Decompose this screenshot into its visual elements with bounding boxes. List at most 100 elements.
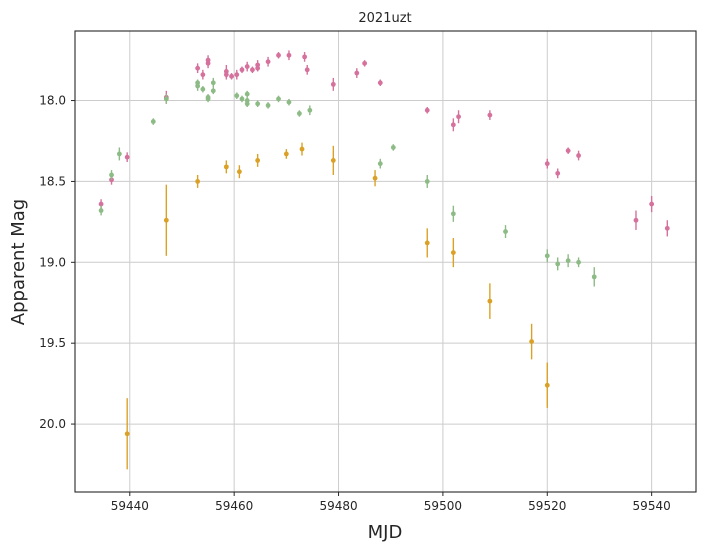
data-point xyxy=(377,80,383,86)
data-point xyxy=(330,81,336,87)
plot-frame xyxy=(74,30,697,493)
x-tick-label: 59520 xyxy=(528,499,566,513)
series-1 xyxy=(98,77,597,287)
data-point xyxy=(576,259,581,265)
data-point xyxy=(109,172,114,178)
data-point xyxy=(424,240,430,246)
data-point xyxy=(555,261,561,267)
y-tick-label: 19.5 xyxy=(39,336,66,350)
data-point xyxy=(244,91,250,97)
data-point xyxy=(591,274,597,280)
data-point xyxy=(150,119,156,124)
data-point xyxy=(229,73,234,79)
data-point xyxy=(330,158,336,163)
data-point xyxy=(649,201,655,207)
data-point xyxy=(239,67,245,73)
data-point xyxy=(487,112,493,118)
data-point xyxy=(250,67,255,73)
data-point xyxy=(286,99,292,105)
x-axis-title: MJD xyxy=(368,522,403,543)
data-point xyxy=(163,96,169,102)
data-point xyxy=(234,93,240,99)
data-point xyxy=(450,122,456,128)
data-point xyxy=(362,60,368,66)
y-tick-label: 18.5 xyxy=(39,174,66,188)
data-point xyxy=(195,65,201,71)
data-point xyxy=(116,151,122,157)
data-points xyxy=(98,50,670,470)
data-point xyxy=(555,170,561,176)
y-tick-label: 19.0 xyxy=(39,255,66,269)
data-point xyxy=(195,80,201,86)
data-point xyxy=(544,161,550,167)
data-point xyxy=(390,145,396,150)
data-point xyxy=(255,101,261,107)
data-point xyxy=(302,54,308,60)
data-point xyxy=(544,253,550,259)
x-axis-ticks: 59440 59460 59480 59500 59520 59540 xyxy=(111,492,671,513)
x-tick-label: 59540 xyxy=(633,499,671,513)
y-axis-title: Apparent Mag xyxy=(8,199,29,325)
data-point xyxy=(195,179,201,184)
data-point xyxy=(200,72,206,78)
data-point xyxy=(664,225,670,231)
data-point xyxy=(456,114,461,120)
data-point xyxy=(286,52,292,58)
data-point xyxy=(424,107,430,113)
data-point xyxy=(487,298,493,304)
data-point xyxy=(307,107,313,113)
x-tick-label: 59460 xyxy=(215,499,253,513)
data-point xyxy=(239,96,245,102)
data-point xyxy=(283,151,289,157)
data-point xyxy=(124,154,130,160)
data-point xyxy=(163,217,169,223)
data-point xyxy=(276,96,281,102)
data-point xyxy=(234,72,240,78)
data-point xyxy=(276,52,281,58)
data-point xyxy=(372,175,378,181)
data-point xyxy=(576,153,581,158)
data-point xyxy=(98,208,104,213)
data-point xyxy=(265,103,271,108)
x-tick-label: 59480 xyxy=(319,499,357,513)
data-point xyxy=(503,229,508,234)
data-point xyxy=(377,161,383,167)
x-tick-label: 59500 xyxy=(424,499,462,513)
data-point xyxy=(244,101,250,107)
data-point xyxy=(205,96,211,102)
data-point xyxy=(223,72,229,78)
data-point xyxy=(450,211,456,217)
data-point xyxy=(255,65,261,71)
data-point xyxy=(565,258,571,264)
data-point xyxy=(109,177,114,183)
data-point xyxy=(210,88,216,94)
data-point xyxy=(98,201,104,207)
data-point xyxy=(255,158,261,163)
data-point xyxy=(296,111,302,116)
y-tick-label: 18.0 xyxy=(39,94,66,108)
data-point xyxy=(205,57,211,63)
data-point xyxy=(529,339,535,344)
data-point xyxy=(354,70,360,76)
data-point xyxy=(450,250,456,256)
data-point xyxy=(565,148,571,154)
data-point xyxy=(244,64,250,69)
data-point xyxy=(124,431,130,437)
y-axis-ticks: 18.0 18.5 19.0 19.5 20.0 xyxy=(39,94,75,431)
data-point xyxy=(424,179,430,184)
data-point xyxy=(633,217,639,223)
data-point xyxy=(299,146,305,152)
data-point xyxy=(304,67,310,73)
series-0 xyxy=(98,50,670,237)
series-2 xyxy=(124,142,550,470)
chart-title: 2021uzt xyxy=(358,11,411,26)
x-tick-label: 59440 xyxy=(111,499,149,513)
data-point xyxy=(236,169,242,175)
y-tick-label: 20.0 xyxy=(39,417,66,431)
data-point xyxy=(544,382,550,388)
data-point xyxy=(210,80,216,86)
data-point xyxy=(223,164,229,170)
data-point xyxy=(265,59,271,65)
